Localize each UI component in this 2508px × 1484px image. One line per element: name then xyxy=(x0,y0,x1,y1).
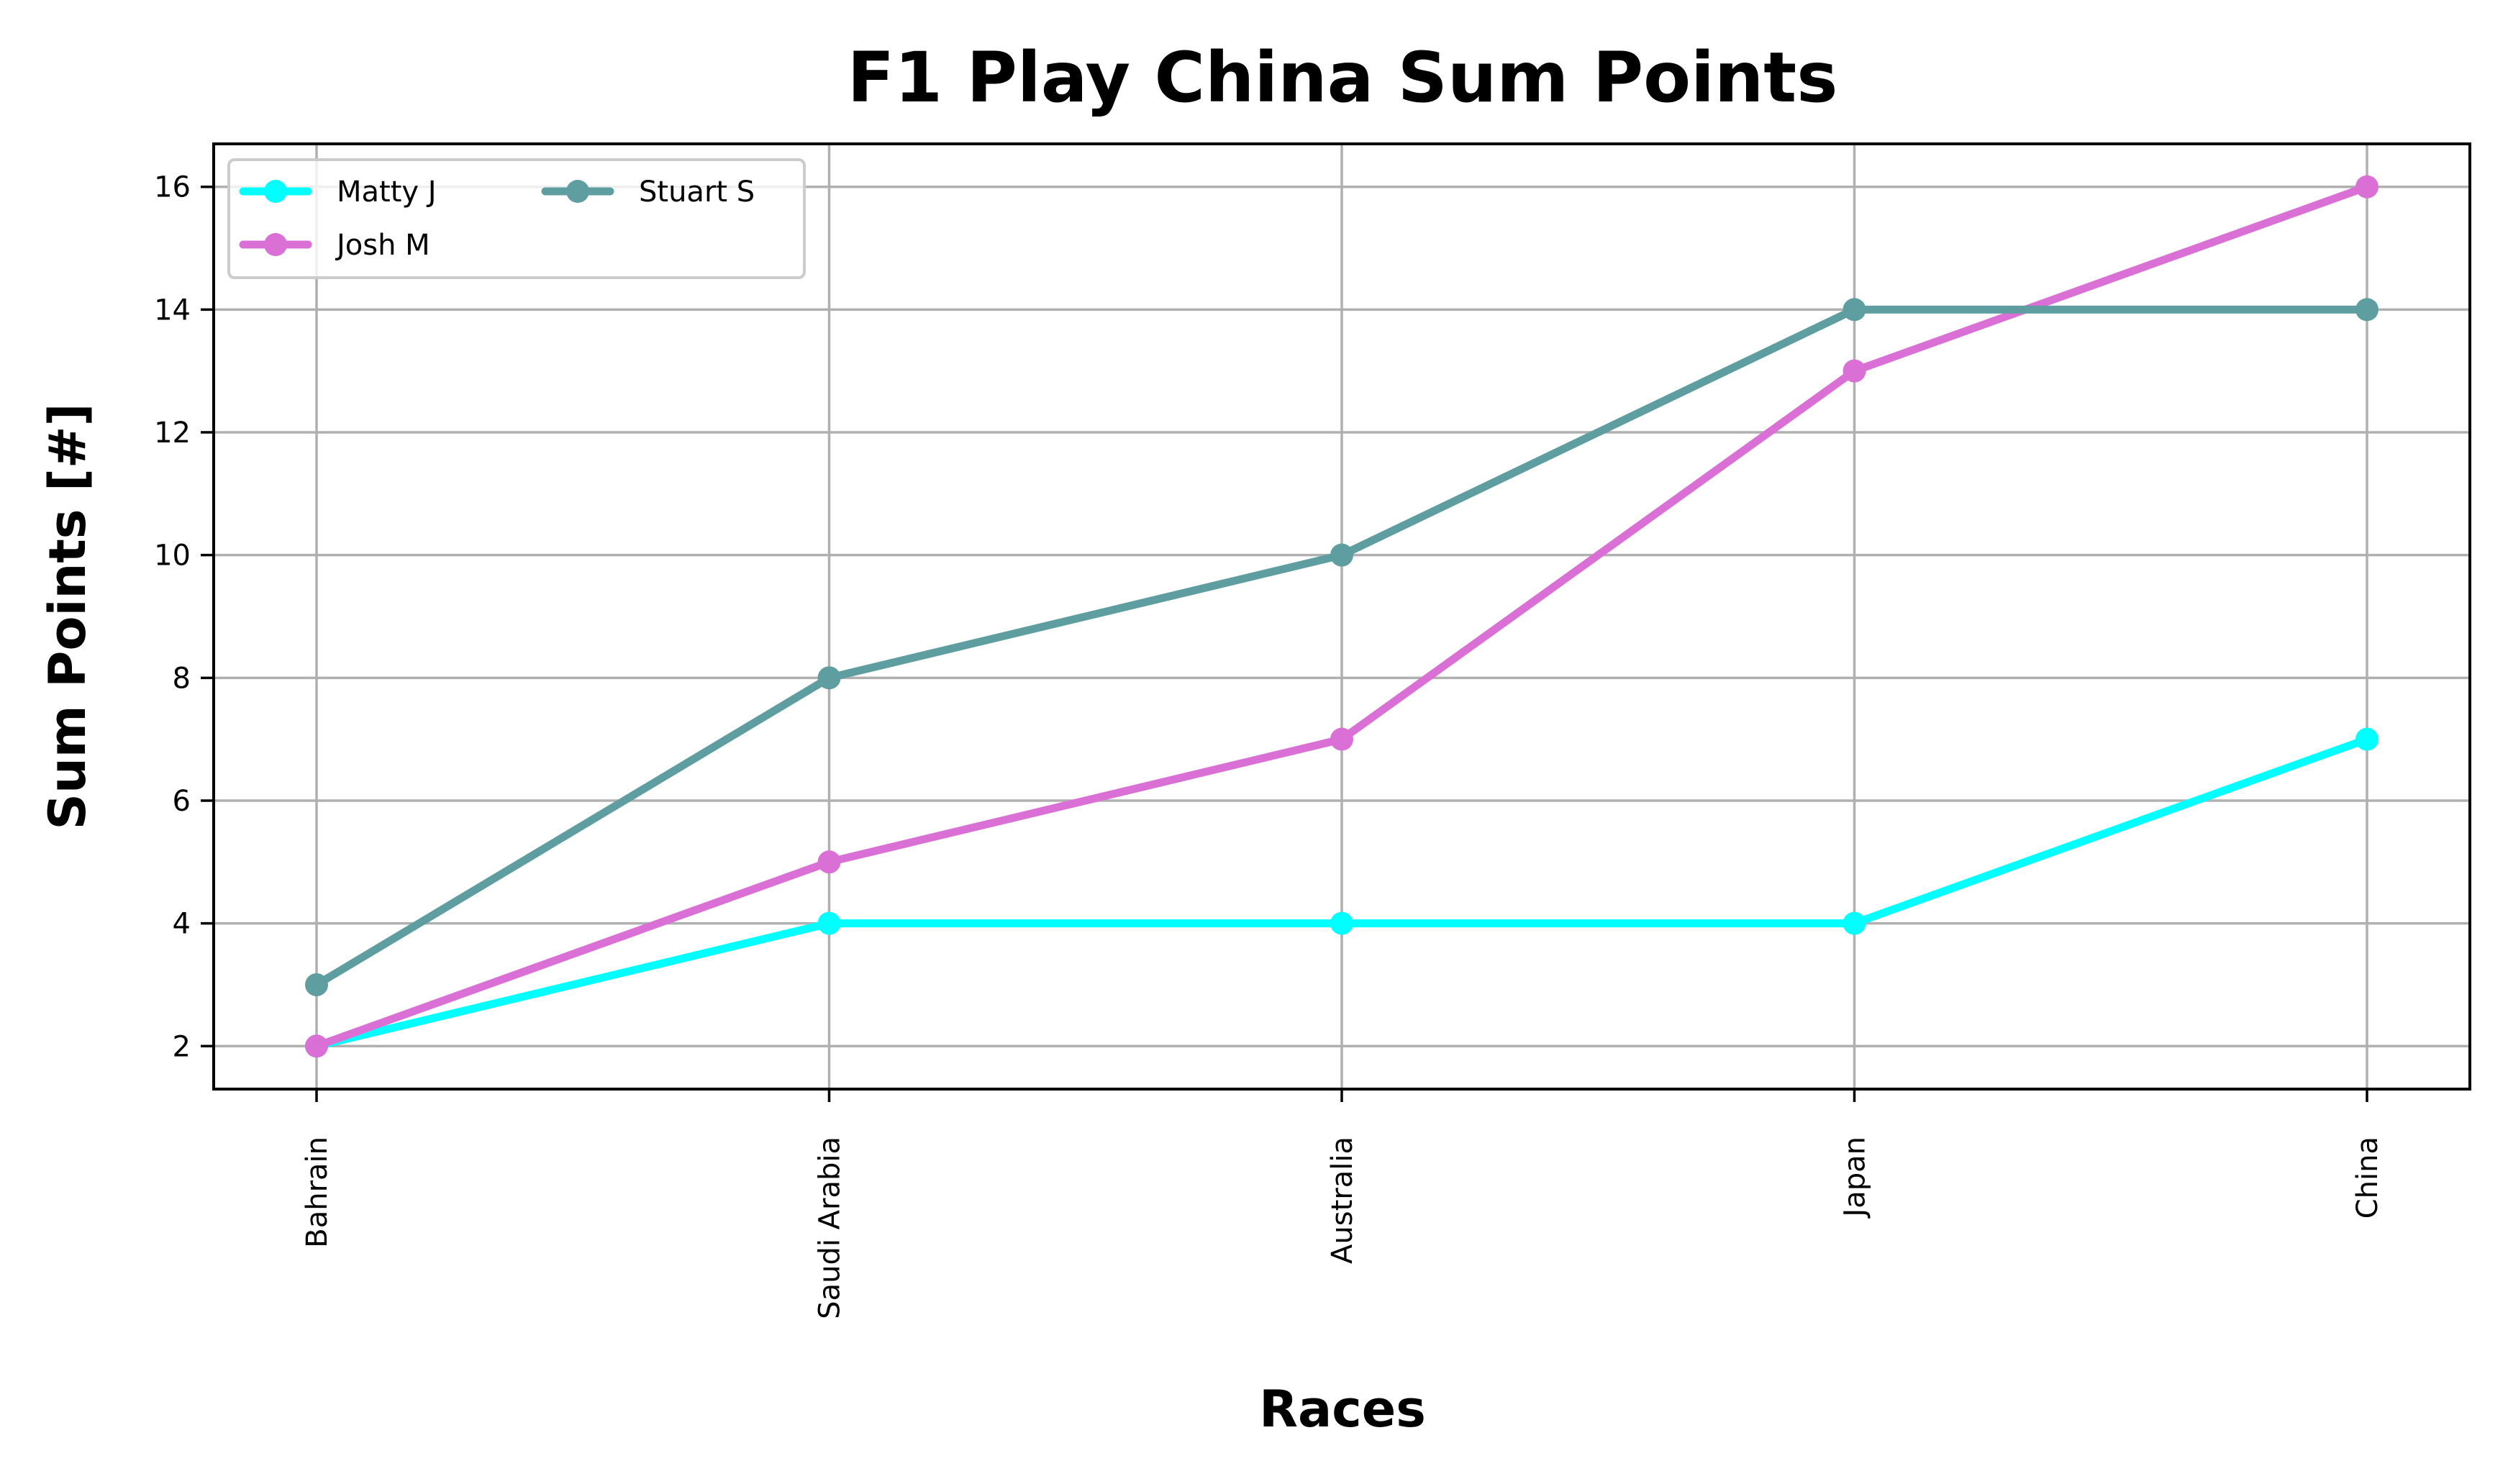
y-tick-label: 12 xyxy=(154,416,191,450)
x-tick-label: Australia xyxy=(1326,1137,1359,1264)
data-point-stuart-s xyxy=(305,973,328,996)
y-tick-label: 14 xyxy=(154,293,191,327)
y-tick-label: 4 xyxy=(173,908,191,941)
data-point-matty-j xyxy=(1843,911,1866,935)
x-axis: Bahrain Saudi Arabia Australia Japan China xyxy=(301,1089,2384,1319)
chart-title: F1 Play China Sum Points xyxy=(848,37,1838,118)
data-point-josh-m xyxy=(2355,175,2378,199)
legend: Matty J Josh M Stuart S xyxy=(227,158,806,279)
x-tick-label: Saudi Arabia xyxy=(814,1137,847,1319)
legend-label-josh-m: Josh M xyxy=(335,229,430,262)
data-point-stuart-s xyxy=(2355,298,2378,322)
legend-marker-josh-m xyxy=(264,233,287,256)
x-tick-label: Bahrain xyxy=(301,1137,334,1248)
legend-label-stuart-s: Stuart S xyxy=(639,176,755,209)
data-point-josh-m xyxy=(305,1034,328,1058)
y-tick-label: 6 xyxy=(173,785,191,818)
legend-marker-matty-j xyxy=(264,180,287,203)
y-tick-label: 8 xyxy=(173,662,191,695)
data-point-josh-m xyxy=(1330,727,1353,751)
y-tick-label: 16 xyxy=(154,171,191,204)
data-point-matty-j xyxy=(1330,911,1353,935)
series-layer xyxy=(305,175,2378,1058)
legend-label-matty-j: Matty J xyxy=(337,176,437,209)
y-axis: 2 4 6 8 10 12 14 16 xyxy=(154,171,214,1063)
data-point-josh-m xyxy=(1843,359,1866,383)
x-tick-label: China xyxy=(2351,1137,2384,1219)
x-tick-label: Japan xyxy=(1839,1137,1872,1219)
y-tick-label: 10 xyxy=(154,540,191,573)
data-point-matty-j xyxy=(2355,727,2378,751)
legend-marker-stuart-s xyxy=(566,180,589,203)
data-point-stuart-s xyxy=(1843,298,1866,322)
data-point-stuart-s xyxy=(1330,543,1353,567)
data-point-stuart-s xyxy=(817,666,841,690)
y-tick-label: 2 xyxy=(173,1030,191,1063)
data-point-matty-j xyxy=(817,911,841,935)
x-axis-title: Races xyxy=(1259,1380,1426,1439)
y-axis-title: Sum Points [#] xyxy=(38,404,97,830)
legend-box xyxy=(227,158,806,279)
data-point-josh-m xyxy=(817,850,841,874)
